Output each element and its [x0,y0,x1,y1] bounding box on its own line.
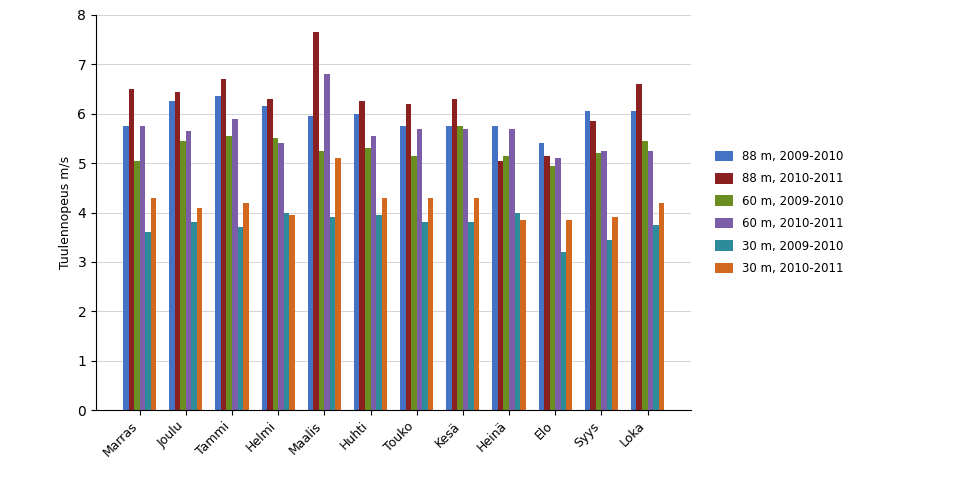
Bar [123,126,129,410]
Bar [585,112,590,410]
Bar [463,128,468,410]
Bar [411,156,417,410]
Bar [359,102,365,410]
Bar [169,102,175,410]
Bar [227,136,232,410]
Bar [417,128,422,410]
Bar [492,126,498,410]
Bar [381,198,387,410]
Bar [145,232,151,410]
Bar [406,104,411,410]
Bar [232,118,237,410]
Bar [590,121,596,410]
Bar [324,74,330,410]
Bar [422,222,428,410]
Bar [129,89,134,410]
Bar [261,106,267,410]
Bar [468,222,474,410]
Bar [544,156,550,410]
Bar [555,158,561,410]
Bar [636,84,642,410]
Bar [267,99,273,410]
Bar [215,96,221,410]
Bar [371,136,376,410]
Bar [134,160,139,410]
Bar [648,151,653,410]
Bar [273,138,278,410]
Bar [335,158,341,410]
Bar [278,144,284,410]
Bar [191,222,197,410]
Bar [354,114,359,410]
Bar [308,116,313,410]
Bar [596,153,601,410]
Bar [566,220,572,410]
Bar [284,212,289,410]
Bar [474,198,479,410]
Bar [457,126,463,410]
Bar [151,198,156,410]
Y-axis label: Tuulennopeus m/s: Tuulennopeus m/s [59,156,72,269]
Bar [515,212,520,410]
Bar [601,151,607,410]
Bar [428,198,433,410]
Bar [550,166,555,410]
Bar [452,99,457,410]
Bar [319,151,324,410]
Bar [400,126,406,410]
Bar [539,144,544,410]
Bar [561,252,566,410]
Bar [180,141,186,410]
Bar [642,141,648,410]
Bar [330,218,335,410]
Bar [197,208,203,410]
Bar [175,92,180,410]
Bar [365,148,371,410]
Bar [631,112,636,410]
Bar [243,202,249,410]
Bar [653,225,659,410]
Bar [509,128,515,410]
Bar [313,32,319,410]
Bar [520,220,526,410]
Bar [221,79,227,410]
Bar [186,131,191,410]
Bar [237,228,243,410]
Bar [498,160,503,410]
Bar [659,202,664,410]
Bar [139,126,145,410]
Legend: 88 m, 2009-2010, 88 m, 2010-2011, 60 m, 2009-2010, 60 m, 2010-2011, 30 m, 2009-2: 88 m, 2009-2010, 88 m, 2010-2011, 60 m, … [709,144,850,281]
Bar [612,218,618,410]
Bar [376,215,381,410]
Bar [289,215,295,410]
Bar [446,126,452,410]
Bar [607,240,612,410]
Bar [503,156,509,410]
